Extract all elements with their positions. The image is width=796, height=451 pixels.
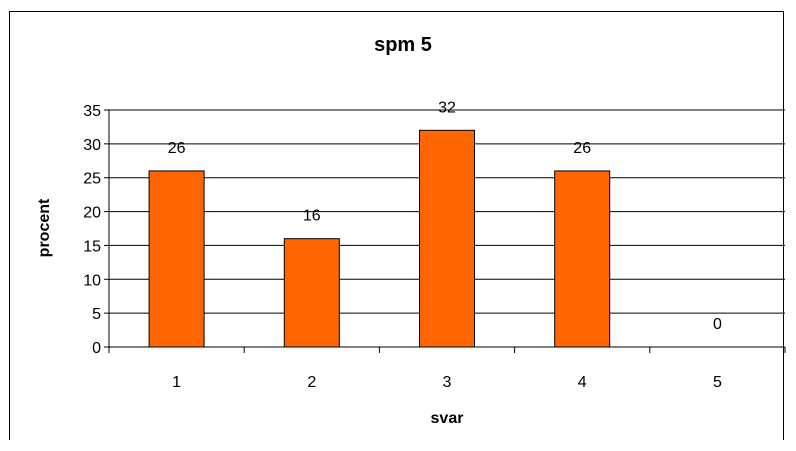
x-tick-label: 5: [713, 374, 722, 391]
y-axis-title: procent: [36, 198, 53, 257]
y-tick-label: 15: [83, 238, 101, 255]
y-tick-label: 20: [83, 205, 101, 222]
y-tick-labels: 0 5 10 15 20 25 30 35: [83, 103, 101, 357]
bars: [148, 129, 611, 348]
x-tick-label: 4: [578, 374, 587, 391]
y-tick-label: 35: [83, 103, 101, 120]
x-tick-labels: 1 2 3 4 5: [172, 374, 722, 391]
x-tick-label: 3: [443, 374, 452, 391]
data-label: 32: [438, 99, 456, 116]
y-tick-label: 30: [83, 137, 101, 154]
chart-frame: [9, 11, 784, 440]
y-tick-label: 0: [92, 340, 101, 357]
data-label: 0: [713, 316, 722, 333]
chart-title: spm 5: [374, 34, 432, 56]
y-tick-label: 25: [83, 171, 101, 188]
x-axis-title: svar: [431, 410, 464, 427]
data-label: 26: [168, 140, 186, 157]
bar: [148, 170, 205, 348]
bar: [283, 238, 340, 348]
y-tick-label: 5: [92, 306, 101, 323]
bar: [419, 129, 475, 348]
data-labels: 26 16 32 26 0: [168, 99, 722, 333]
bar: [554, 170, 611, 348]
data-label: 16: [303, 208, 321, 225]
x-tick-label: 1: [172, 374, 181, 391]
data-label: 26: [573, 140, 591, 157]
x-tick-label: 2: [307, 374, 316, 391]
y-tick-label: 10: [83, 272, 101, 289]
